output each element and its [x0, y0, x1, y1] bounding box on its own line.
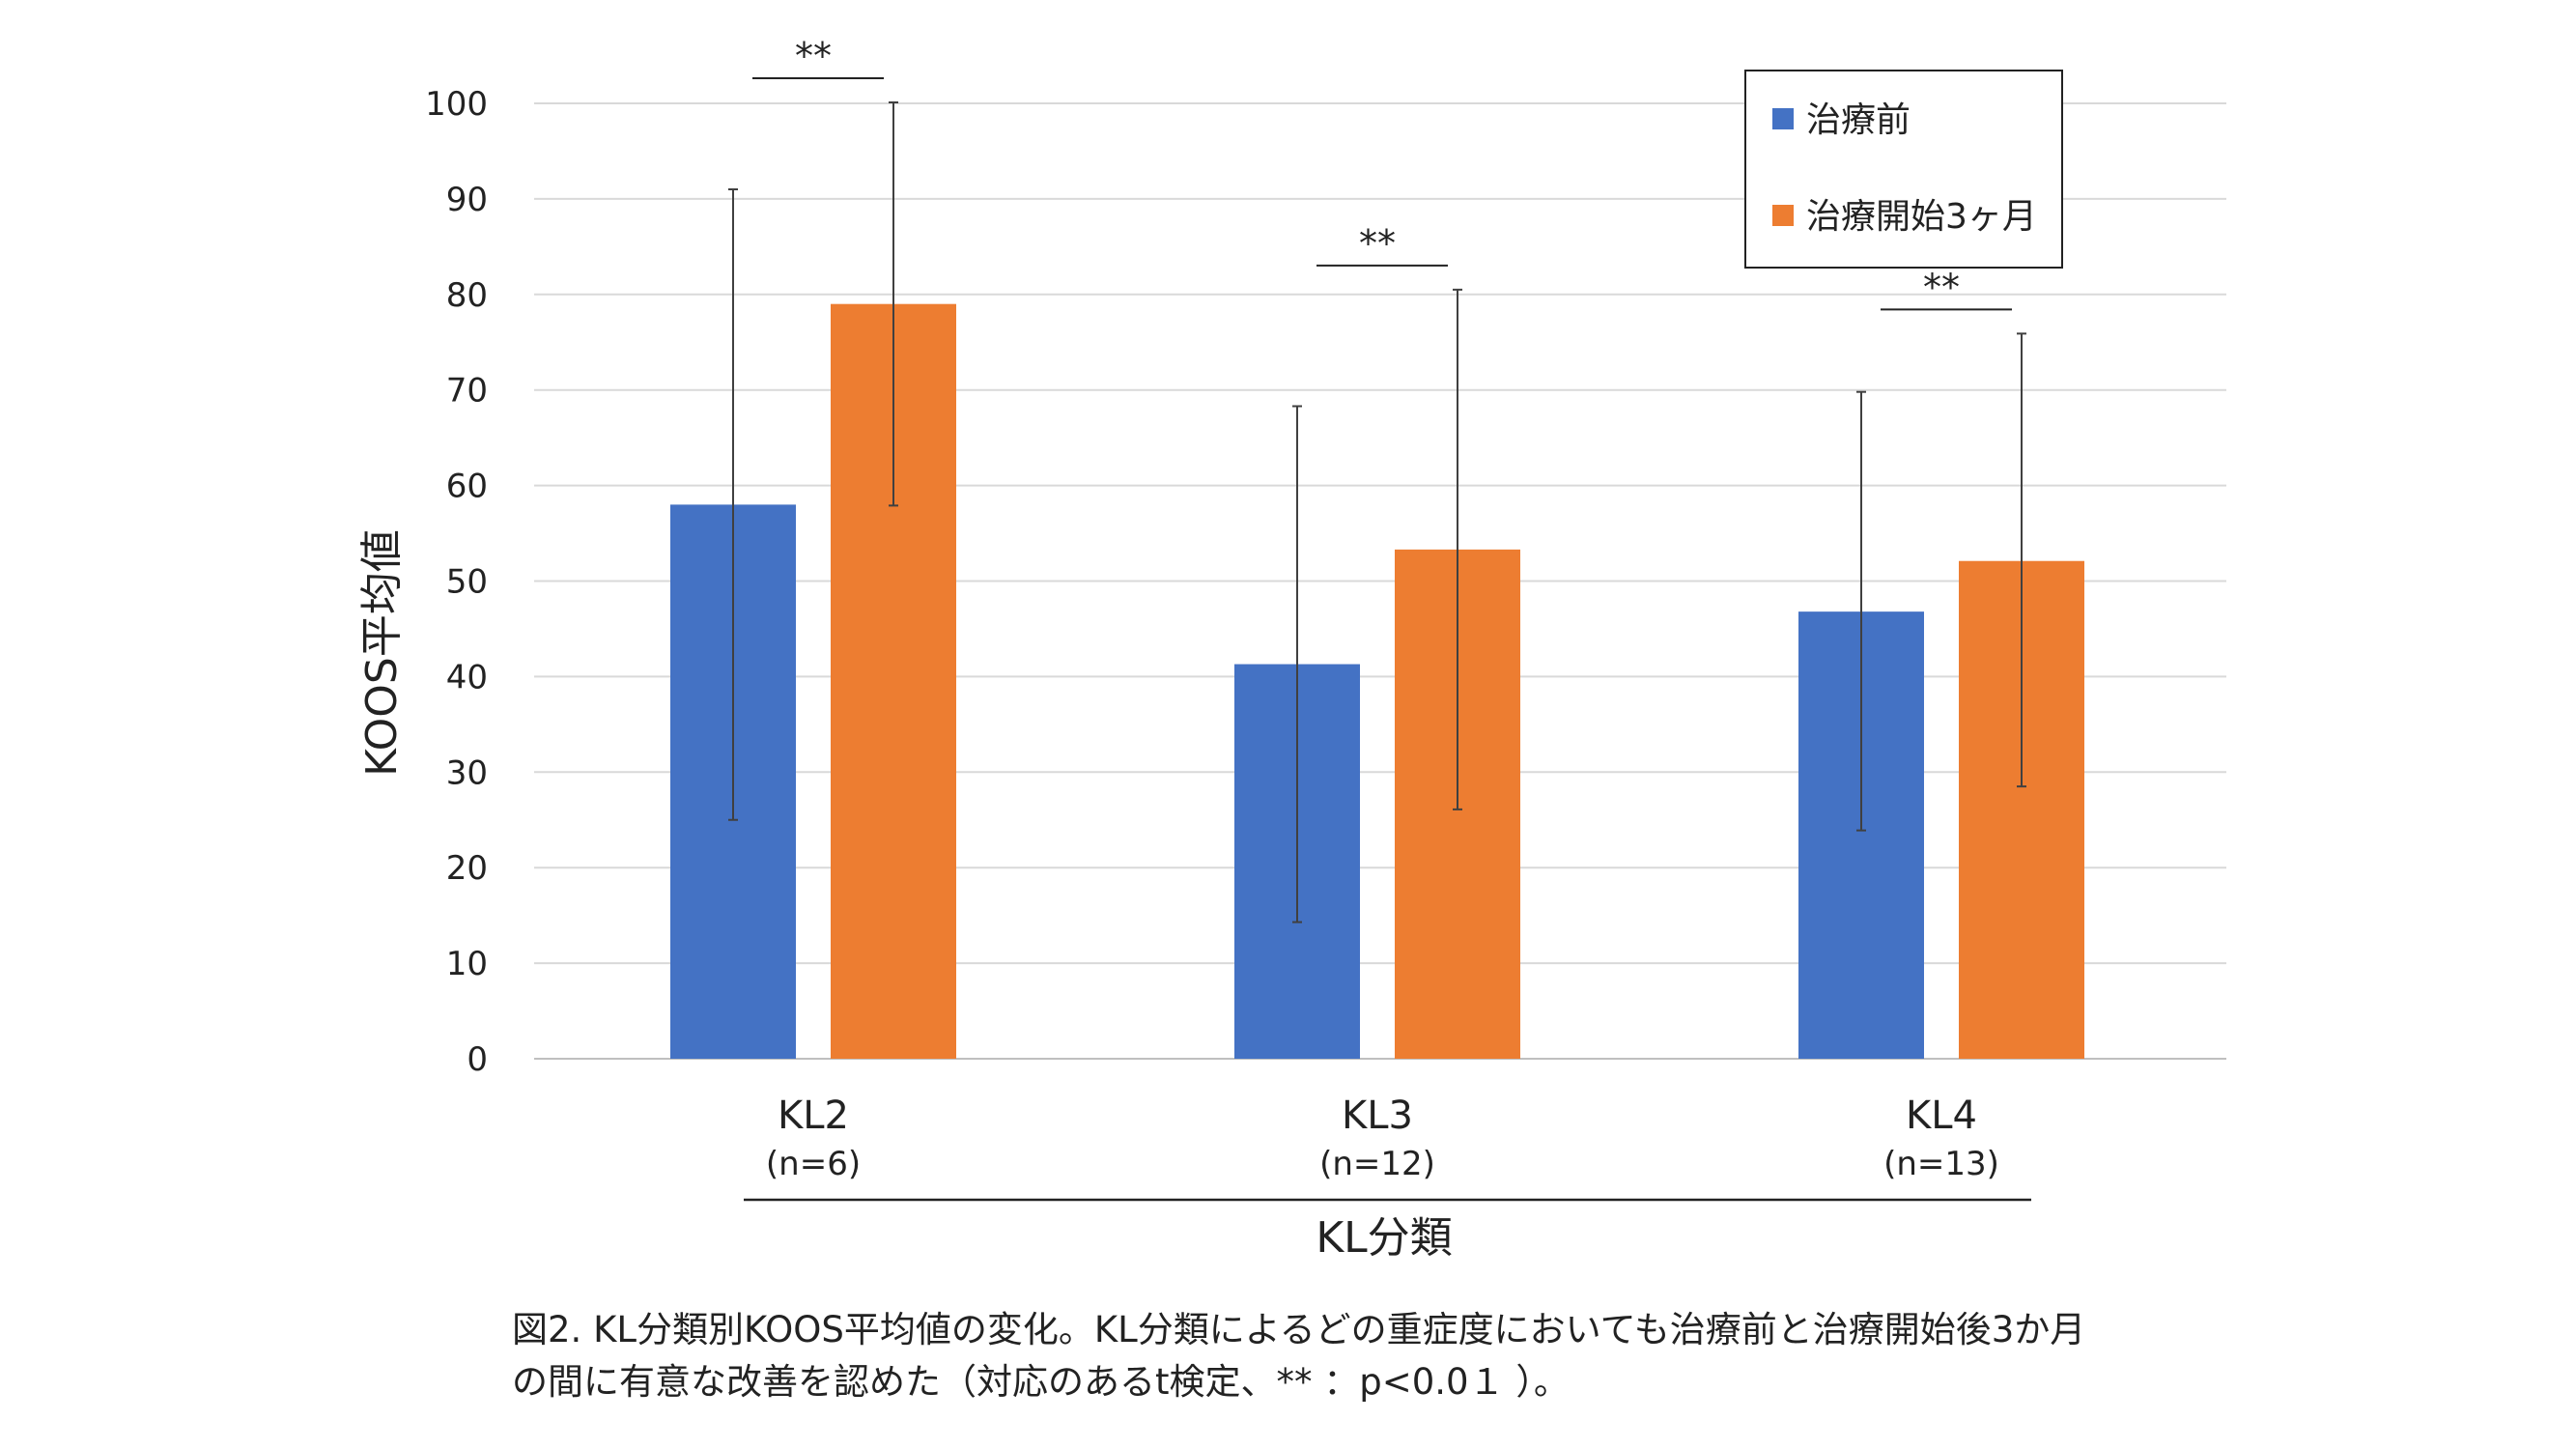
significance-label: **: [1359, 222, 1396, 265]
x-category-label: KL2: [778, 1094, 849, 1138]
x-category-sublabel: (n=6): [766, 1145, 861, 1183]
x-category-label: KL3: [1342, 1094, 1413, 1138]
legend-label-0: 治療前: [1806, 100, 1911, 140]
x-category-label: KL4: [1906, 1094, 1977, 1138]
y-tick-label: 30: [446, 753, 488, 792]
y-tick-label: 50: [446, 563, 488, 602]
caption-line-1: 図2. KL分類別KOOS平均値の変化。KL分類によるどの重症度においても治療前…: [512, 1309, 2086, 1350]
y-tick-label: 80: [446, 276, 488, 315]
y-tick-label: 100: [425, 85, 488, 124]
y-tick-label: 10: [446, 945, 488, 983]
legend-swatch-0: [1772, 108, 1794, 129]
legend-label-1: 治療開始3ヶ月: [1806, 197, 2037, 237]
bar-chart: 0 10 20 30 40 50 60 70 80 90 100 ** KL2 (n=6) ** KL3 (n=…: [357, 35, 2226, 1263]
y-tick-label: 90: [446, 181, 488, 219]
x-category-sublabel: (n=12): [1319, 1145, 1435, 1183]
significance-label: **: [795, 35, 832, 77]
caption-line-2: の間に有意な改善を認めた（対応のあるt検定、** ：p<0.0１ ）。: [512, 1361, 1570, 1403]
y-tick-label: 60: [446, 468, 488, 506]
y-tick-label: 20: [446, 849, 488, 888]
legend-box: [1744, 70, 2063, 269]
x-axis-title: KL分類: [1316, 1213, 1452, 1263]
y-tick-label: 0: [467, 1040, 488, 1079]
figure-caption: 図2. KL分類別KOOS平均値の変化。KL分類によるどの重症度においても治療前…: [512, 1304, 2347, 1408]
x-category-sublabel: (n=13): [1883, 1145, 1999, 1183]
y-axis-title: KOOS平均値: [357, 529, 407, 777]
legend-swatch-1: [1772, 205, 1794, 226]
significance-label: **: [1923, 266, 1960, 308]
y-tick-label: 40: [446, 658, 488, 696]
y-tick-label: 70: [446, 372, 488, 411]
